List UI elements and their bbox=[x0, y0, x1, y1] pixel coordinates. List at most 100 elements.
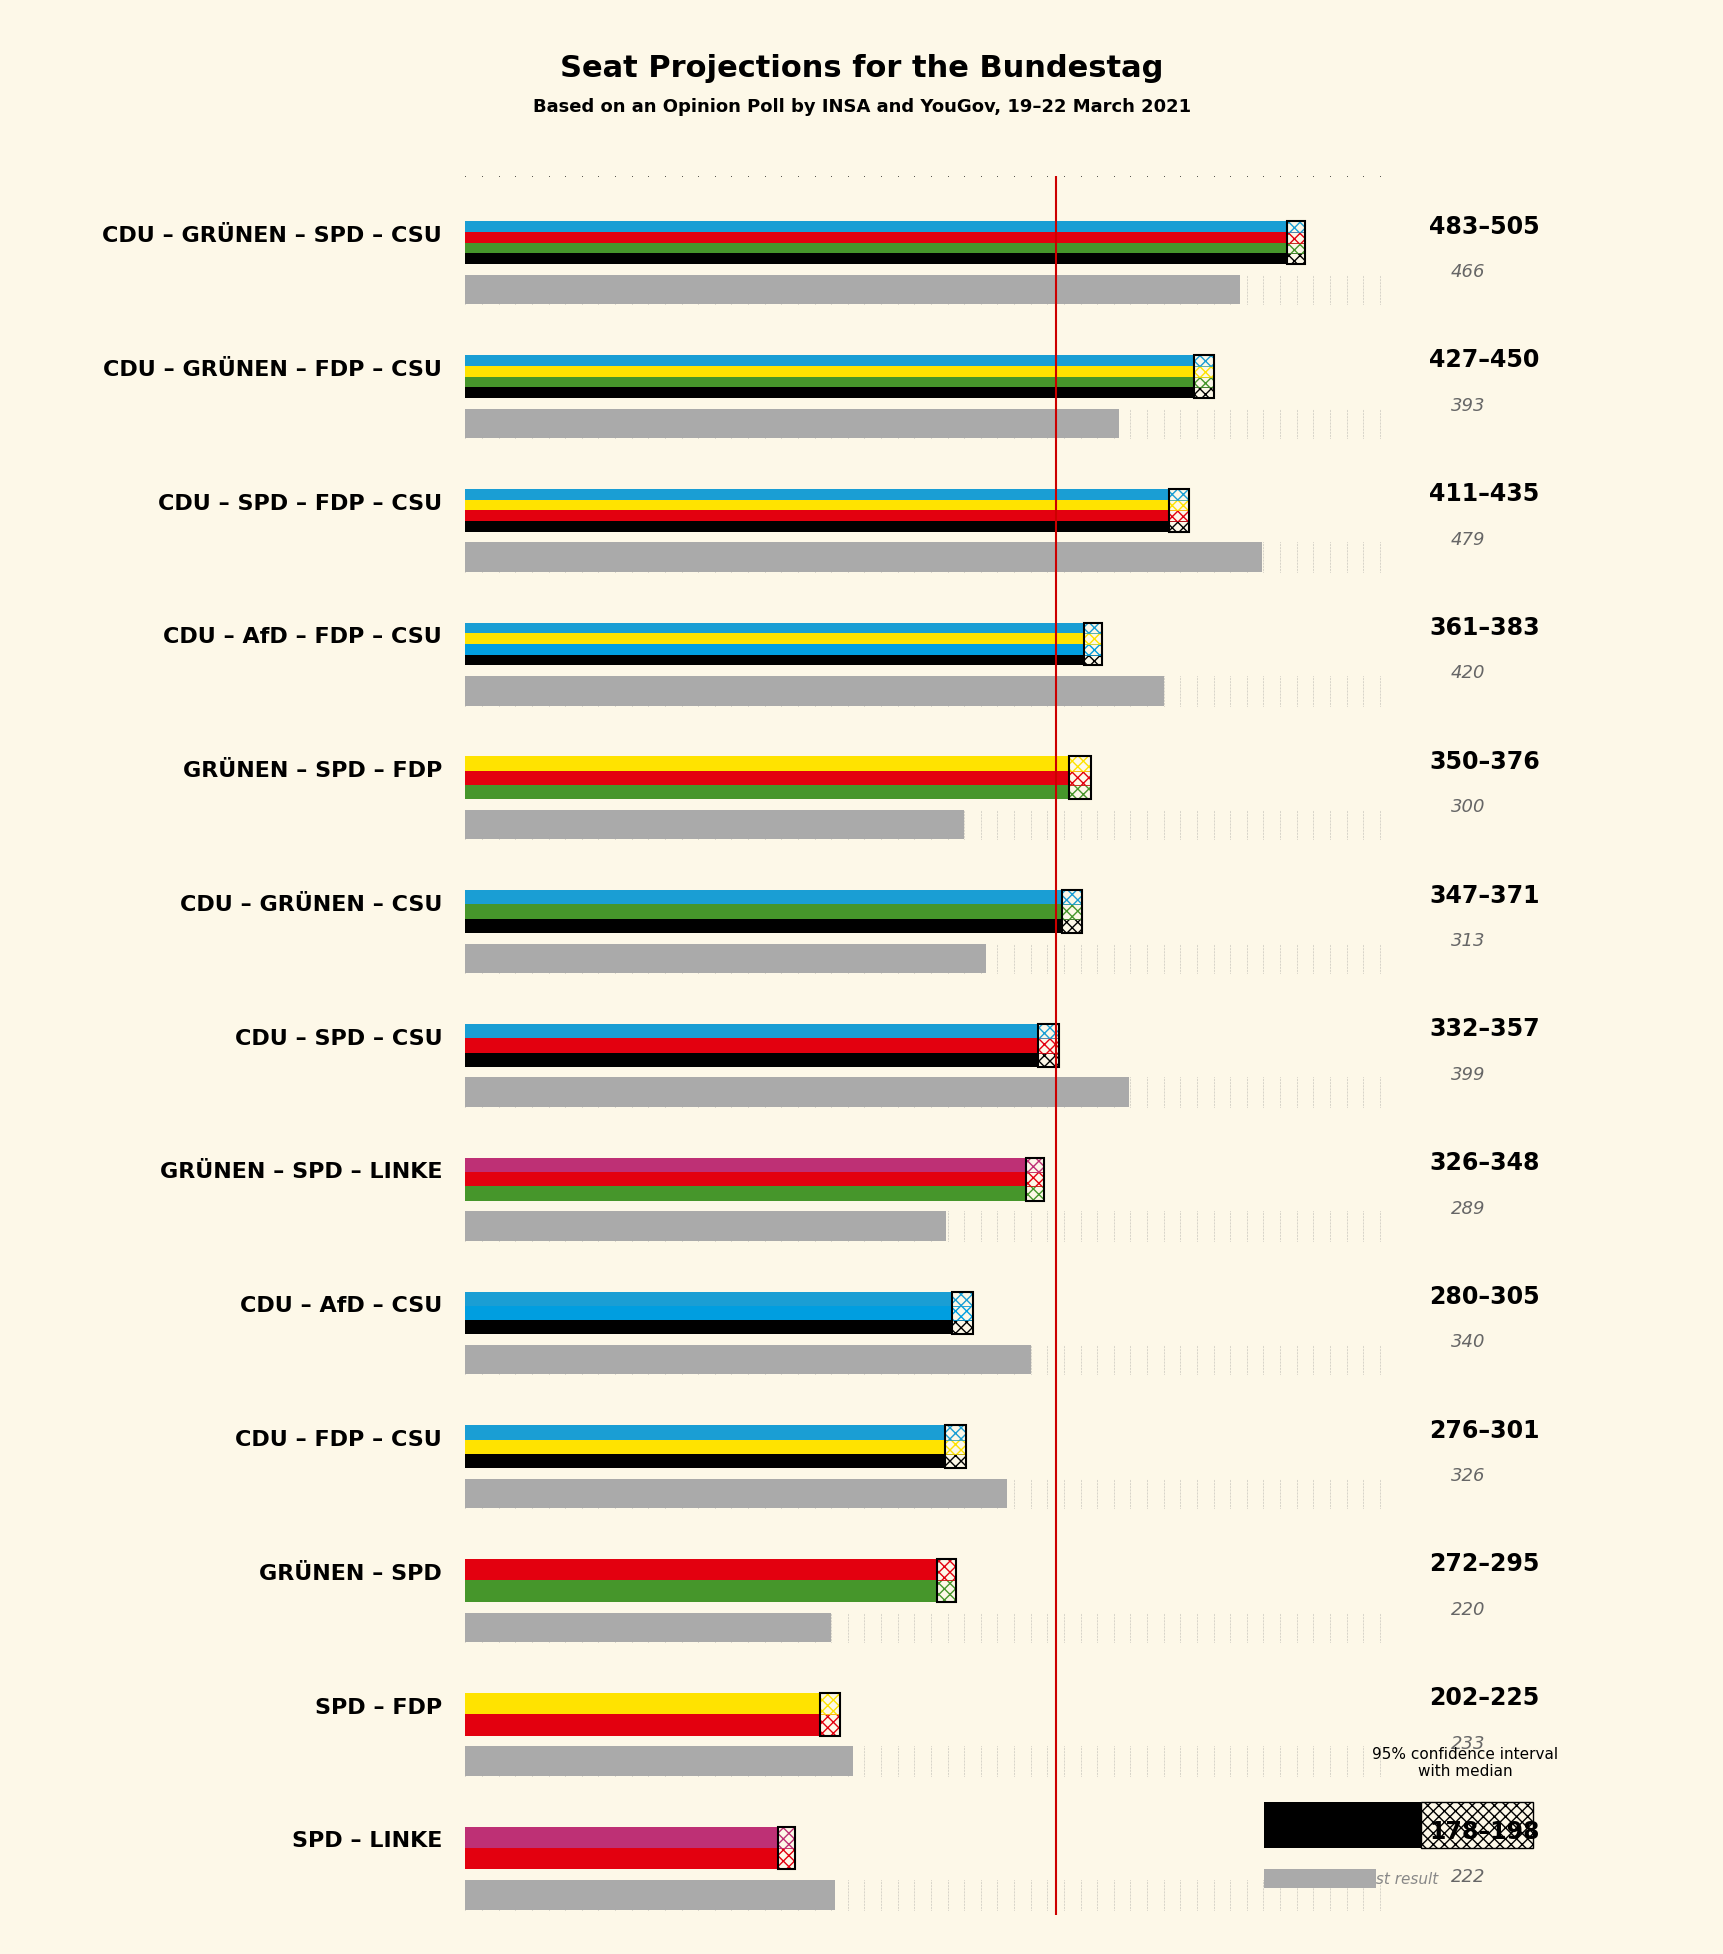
Bar bbox=[1037, 1024, 1058, 1067]
Bar bbox=[1084, 633, 1101, 645]
Bar bbox=[944, 1454, 965, 1467]
Text: 340: 340 bbox=[1451, 1333, 1485, 1352]
Bar bbox=[820, 1714, 839, 1735]
Bar bbox=[465, 1454, 944, 1467]
Bar bbox=[951, 1305, 972, 1321]
Bar bbox=[1037, 1053, 1058, 1067]
Bar bbox=[1285, 242, 1304, 254]
Text: 272–295: 272–295 bbox=[1428, 1551, 1539, 1577]
Bar bbox=[1263, 1868, 1375, 1888]
Bar bbox=[465, 1714, 820, 1735]
Bar bbox=[465, 1344, 1030, 1374]
Bar bbox=[465, 1581, 936, 1602]
Bar bbox=[465, 510, 1168, 522]
Bar bbox=[465, 365, 1194, 377]
Bar bbox=[465, 543, 1261, 573]
Text: CDU – AfD – FDP – CSU: CDU – AfD – FDP – CSU bbox=[164, 627, 441, 647]
Bar bbox=[1194, 377, 1213, 387]
Bar bbox=[1061, 905, 1082, 918]
Bar bbox=[936, 1559, 955, 1602]
Text: 399: 399 bbox=[1451, 1065, 1485, 1084]
Bar bbox=[1025, 1186, 1044, 1200]
Bar bbox=[465, 1559, 936, 1581]
Bar bbox=[1068, 786, 1091, 799]
Bar bbox=[777, 1848, 794, 1870]
Text: SPD – LINKE: SPD – LINKE bbox=[291, 1831, 441, 1850]
Text: 326–348: 326–348 bbox=[1428, 1151, 1539, 1174]
Text: CDU – GRÜNEN – SPD – CSU: CDU – GRÜNEN – SPD – CSU bbox=[102, 227, 441, 246]
Text: GRÜNEN – SPD: GRÜNEN – SPD bbox=[258, 1563, 441, 1585]
Bar bbox=[1285, 221, 1304, 264]
Bar bbox=[944, 1424, 965, 1440]
Bar bbox=[1285, 254, 1304, 264]
Bar bbox=[465, 1880, 834, 1909]
Bar bbox=[1025, 1159, 1044, 1172]
Bar bbox=[1194, 387, 1213, 399]
Bar bbox=[465, 1827, 777, 1848]
Bar bbox=[465, 356, 1194, 365]
Bar bbox=[1084, 655, 1101, 666]
Bar bbox=[936, 1581, 955, 1602]
Bar bbox=[465, 1848, 777, 1870]
Text: Based on an Opinion Poll by INSA and YouGov, 19–22 March 2021: Based on an Opinion Poll by INSA and You… bbox=[532, 98, 1191, 117]
Bar bbox=[465, 377, 1194, 387]
Bar bbox=[944, 1424, 965, 1467]
Bar bbox=[1025, 1172, 1044, 1186]
Bar bbox=[1068, 756, 1091, 799]
Bar bbox=[1025, 1172, 1044, 1186]
Bar bbox=[465, 1692, 820, 1714]
Bar bbox=[465, 1159, 1025, 1172]
Text: Last result: Last result bbox=[1358, 1872, 1437, 1888]
Bar bbox=[820, 1714, 839, 1735]
Bar bbox=[1037, 1038, 1058, 1053]
Bar bbox=[1025, 1186, 1044, 1200]
Bar bbox=[1194, 356, 1213, 399]
Bar bbox=[951, 1292, 972, 1305]
Text: CDU – GRÜNEN – FDP – CSU: CDU – GRÜNEN – FDP – CSU bbox=[103, 360, 441, 379]
Bar bbox=[465, 645, 1084, 655]
Bar bbox=[465, 1424, 944, 1440]
Text: 300: 300 bbox=[1451, 799, 1485, 817]
Bar bbox=[465, 811, 963, 840]
Bar bbox=[465, 276, 1239, 305]
Bar bbox=[944, 1454, 965, 1467]
Text: 420: 420 bbox=[1451, 664, 1485, 682]
Bar bbox=[1037, 1024, 1058, 1038]
Text: CDU – SPD – FDP – CSU: CDU – SPD – FDP – CSU bbox=[159, 494, 441, 514]
Text: 220: 220 bbox=[1451, 1600, 1485, 1620]
Bar bbox=[465, 756, 1068, 770]
Bar bbox=[777, 1827, 794, 1870]
Bar bbox=[1037, 1053, 1058, 1067]
Bar bbox=[1420, 1802, 1532, 1848]
Text: Seat Projections for the Bundestag: Seat Projections for the Bundestag bbox=[560, 55, 1163, 82]
Bar bbox=[1168, 510, 1187, 522]
Bar bbox=[465, 633, 1084, 645]
Text: 393: 393 bbox=[1451, 397, 1485, 414]
Bar bbox=[944, 1424, 965, 1440]
Bar bbox=[1037, 1024, 1058, 1038]
Bar bbox=[465, 655, 1084, 666]
Bar bbox=[1285, 221, 1304, 233]
Bar bbox=[1025, 1159, 1044, 1200]
Bar bbox=[465, 387, 1194, 399]
Text: 411–435: 411–435 bbox=[1428, 483, 1539, 506]
Bar bbox=[465, 1186, 1025, 1200]
Bar bbox=[944, 1440, 965, 1454]
Bar bbox=[1061, 905, 1082, 918]
Bar bbox=[820, 1692, 839, 1714]
Bar bbox=[465, 918, 1061, 932]
Bar bbox=[1168, 488, 1187, 500]
Bar bbox=[951, 1292, 972, 1335]
Bar bbox=[1061, 891, 1082, 932]
Bar bbox=[465, 786, 1068, 799]
Bar bbox=[465, 488, 1168, 500]
Bar bbox=[1168, 500, 1187, 510]
Bar bbox=[1068, 756, 1091, 770]
Text: CDU – FDP – CSU: CDU – FDP – CSU bbox=[236, 1430, 441, 1450]
Bar bbox=[777, 1848, 794, 1870]
Bar bbox=[1194, 356, 1213, 365]
Bar bbox=[465, 1053, 1037, 1067]
Bar bbox=[465, 1024, 1037, 1038]
Text: 202–225: 202–225 bbox=[1428, 1686, 1539, 1710]
Bar bbox=[1168, 522, 1187, 531]
